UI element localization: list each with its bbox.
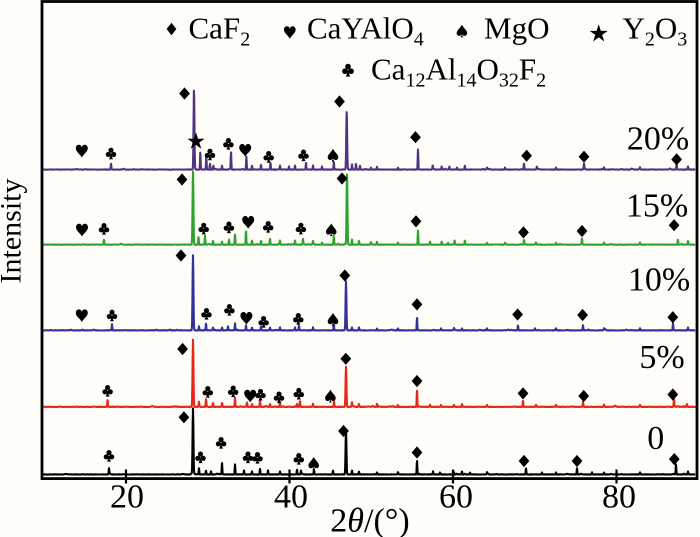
svg-text:5%: 5% [639, 339, 684, 376]
svg-text:Y2O3: Y2O3 [623, 11, 688, 51]
svg-text:0: 0 [647, 420, 664, 457]
svg-text:15%: 15% [626, 187, 688, 224]
svg-text:60: 60 [439, 479, 473, 516]
svg-text:CaYAlO4: CaYAlO4 [307, 11, 424, 51]
svg-text:Ca12Al14O32F2: Ca12Al14O32F2 [371, 52, 546, 92]
svg-text:MgO: MgO [484, 11, 549, 46]
svg-text:20: 20 [110, 479, 144, 516]
svg-text:CaF2: CaF2 [189, 11, 251, 51]
svg-text:80: 80 [602, 479, 636, 516]
svg-text:20%: 20% [627, 120, 689, 157]
svg-text:40: 40 [274, 479, 308, 516]
svg-text:2θ/(°): 2θ/(°) [330, 503, 409, 537]
svg-text:Intensity: Intensity [0, 179, 28, 284]
svg-text:10%: 10% [628, 262, 690, 299]
